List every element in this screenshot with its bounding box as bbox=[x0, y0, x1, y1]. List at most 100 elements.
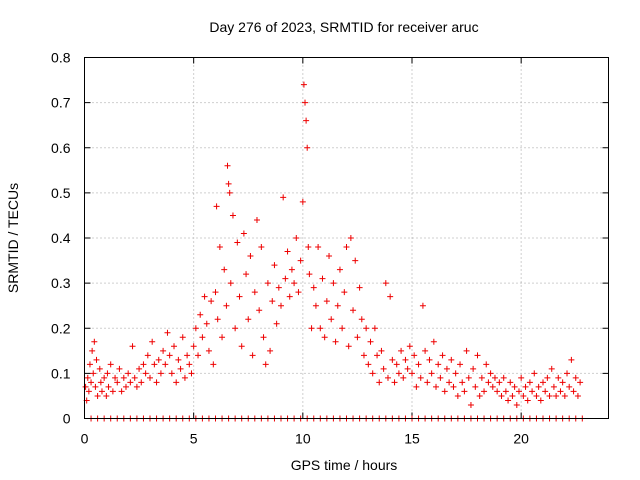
data-point bbox=[199, 334, 206, 341]
data-point bbox=[463, 347, 470, 354]
data-point bbox=[435, 361, 442, 368]
data-point bbox=[221, 266, 228, 273]
data-point bbox=[470, 365, 477, 372]
data-point bbox=[374, 352, 381, 359]
data-point bbox=[446, 379, 453, 386]
data-point bbox=[138, 379, 145, 386]
data-point bbox=[273, 320, 280, 327]
data-point bbox=[417, 374, 424, 381]
data-point bbox=[84, 374, 91, 381]
data-point bbox=[555, 374, 562, 381]
y-axis-label: SRMTID / TECUs bbox=[5, 183, 21, 293]
data-point bbox=[155, 356, 162, 363]
data-point bbox=[140, 361, 147, 368]
data-point bbox=[389, 356, 396, 363]
data-point bbox=[540, 379, 546, 386]
grid-layer bbox=[84, 57, 609, 419]
data-point bbox=[303, 117, 310, 124]
data-point bbox=[304, 144, 311, 151]
data-point bbox=[433, 383, 440, 390]
data-point bbox=[535, 383, 542, 390]
data-point bbox=[125, 370, 132, 377]
x-tick-label: 20 bbox=[513, 431, 529, 447]
data-point bbox=[251, 289, 258, 296]
data-point bbox=[483, 361, 490, 368]
data-point bbox=[96, 365, 103, 372]
data-point bbox=[409, 370, 415, 377]
data-point bbox=[354, 334, 361, 341]
data-point bbox=[308, 325, 315, 332]
data-point bbox=[347, 235, 354, 241]
x-tick-label: 10 bbox=[295, 431, 311, 447]
tick-label-layer: 0 0.1 0.2 0.3 0.4 0.5 0.6 0.7 0.8 0 5 10 15 20 bbox=[51, 50, 529, 447]
data-point bbox=[98, 388, 105, 395]
y-tick-label: 0.8 bbox=[51, 50, 71, 66]
data-point bbox=[267, 347, 274, 354]
data-point bbox=[487, 370, 494, 377]
data-point bbox=[214, 316, 221, 323]
data-point bbox=[275, 284, 282, 291]
y-tick-label: 0.3 bbox=[51, 275, 71, 291]
data-point bbox=[526, 379, 533, 386]
data-point bbox=[424, 379, 431, 386]
data-point bbox=[339, 325, 346, 332]
data-point bbox=[467, 401, 474, 408]
data-point bbox=[208, 298, 215, 305]
data-point bbox=[302, 99, 309, 106]
data-point bbox=[188, 370, 195, 377]
data-point bbox=[260, 334, 267, 341]
data-point bbox=[376, 379, 383, 386]
data-point bbox=[223, 302, 230, 309]
data-point bbox=[82, 383, 89, 390]
data-point bbox=[323, 298, 330, 305]
data-point bbox=[500, 374, 507, 381]
data-point bbox=[232, 325, 239, 332]
data-point bbox=[548, 365, 555, 372]
data-point bbox=[133, 383, 140, 390]
data-point bbox=[546, 392, 553, 399]
data-point bbox=[122, 383, 129, 390]
data-points bbox=[82, 81, 586, 422]
data-point bbox=[559, 379, 566, 386]
data-point bbox=[136, 365, 143, 372]
plot-frame bbox=[84, 57, 609, 419]
data-point bbox=[93, 356, 100, 363]
data-point bbox=[90, 370, 97, 377]
data-point bbox=[515, 388, 522, 395]
data-point bbox=[345, 343, 352, 350]
data-point bbox=[160, 347, 167, 354]
data-point bbox=[498, 392, 505, 399]
data-point bbox=[384, 374, 391, 381]
data-point bbox=[496, 379, 503, 386]
data-point bbox=[149, 338, 156, 345]
data-point bbox=[570, 388, 577, 395]
data-point bbox=[341, 289, 348, 296]
data-point bbox=[426, 356, 433, 363]
data-point bbox=[297, 257, 304, 264]
data-point bbox=[190, 343, 197, 350]
data-point bbox=[282, 275, 289, 282]
data-point bbox=[210, 361, 217, 368]
data-point bbox=[151, 361, 158, 368]
data-point bbox=[286, 293, 293, 300]
data-point bbox=[564, 370, 571, 377]
data-point bbox=[533, 392, 540, 399]
data-point bbox=[114, 379, 121, 386]
data-point bbox=[166, 352, 173, 359]
data-point bbox=[422, 347, 429, 354]
data-point bbox=[450, 383, 457, 390]
data-point bbox=[284, 248, 291, 255]
data-point bbox=[300, 81, 307, 88]
data-point bbox=[173, 379, 180, 386]
data-point bbox=[529, 388, 536, 395]
data-point bbox=[234, 239, 241, 246]
data-point bbox=[391, 379, 398, 386]
data-point bbox=[441, 388, 448, 395]
data-point bbox=[400, 374, 407, 381]
data-point bbox=[393, 361, 400, 368]
data-point bbox=[574, 392, 581, 399]
data-point bbox=[184, 352, 191, 359]
data-point bbox=[271, 262, 278, 269]
data-point bbox=[459, 379, 466, 386]
data-point bbox=[350, 307, 357, 314]
